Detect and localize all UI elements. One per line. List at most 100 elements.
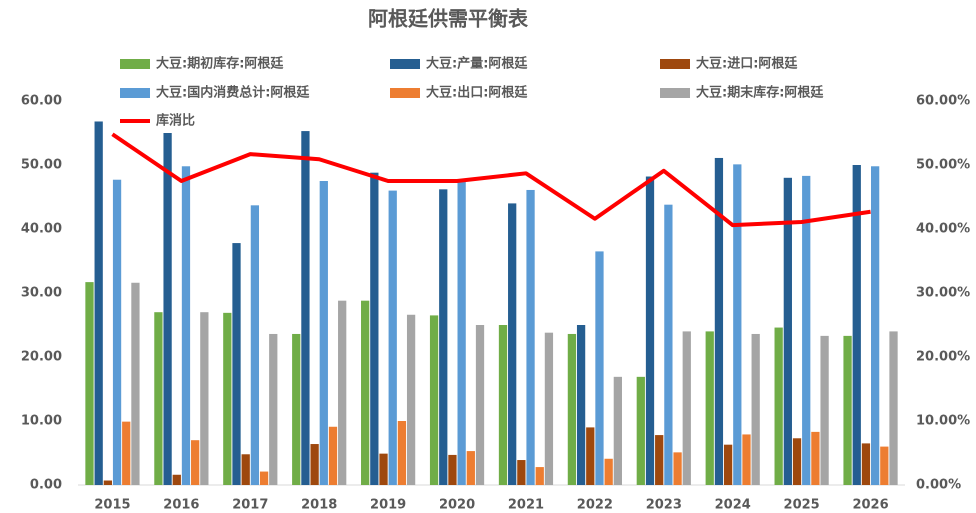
bar (792, 438, 802, 485)
bar (439, 189, 448, 485)
x-tick-label: 2025 (784, 498, 820, 513)
x-tick-label: 2017 (232, 498, 268, 513)
bar (466, 451, 475, 485)
bar (475, 325, 485, 485)
x-tick-label: 2026 (852, 498, 888, 513)
bar (774, 327, 783, 485)
legend-label: 大豆:出口:阿根廷 (426, 85, 528, 101)
bar (370, 172, 379, 485)
bar (338, 300, 347, 485)
bar (723, 444, 733, 485)
legend-swatch (120, 88, 150, 98)
bar (535, 467, 544, 485)
bar (301, 131, 310, 485)
legend-label: 大豆:期末库存:阿根廷 (696, 85, 824, 101)
bar (103, 480, 112, 485)
bar (655, 435, 664, 485)
bar (163, 133, 172, 485)
x-tick-label: 2024 (715, 498, 751, 513)
bar (259, 471, 269, 485)
bar (498, 325, 508, 485)
bar (682, 331, 691, 485)
bar (517, 460, 526, 485)
bar (880, 446, 889, 485)
chart-title: 阿根廷供需平衡表 (368, 7, 529, 31)
y-tick-label: 10.00 (21, 414, 62, 429)
legend-label: 大豆:国内消费总计:阿根廷 (156, 85, 310, 101)
legend-swatch (660, 59, 690, 69)
legend-swatch (120, 59, 150, 69)
bar (636, 376, 645, 485)
bar (742, 434, 751, 485)
legend-swatch (390, 59, 420, 69)
y-tick-label: 30.00 (21, 286, 62, 301)
bar (843, 335, 852, 485)
line-series (111, 132, 871, 228)
bar (406, 314, 416, 485)
bar (200, 312, 209, 485)
bar (232, 243, 241, 485)
bar (664, 204, 673, 485)
x-tick-label: 2016 (163, 498, 199, 513)
bar (604, 458, 613, 485)
bar (673, 452, 682, 485)
x-tick-label: 2018 (301, 498, 337, 513)
bar (783, 177, 792, 486)
y2-tick-label: 40.00% (916, 222, 970, 237)
bar (645, 176, 655, 485)
bar (861, 443, 871, 485)
bar (820, 335, 829, 485)
x-tick-label: 2022 (577, 498, 613, 513)
x-tick-label: 2015 (94, 498, 130, 513)
bar (576, 325, 586, 485)
bar (595, 251, 604, 485)
bar (429, 315, 439, 485)
bar (567, 333, 577, 485)
bar (269, 333, 278, 485)
bar (508, 203, 517, 485)
legend-label: 大豆:产量:阿根廷 (426, 56, 528, 72)
bar (94, 121, 103, 485)
legend-label: 大豆:进口:阿根廷 (696, 56, 798, 72)
bar (457, 179, 466, 485)
bar (328, 426, 338, 485)
bar (613, 376, 622, 485)
bar (241, 454, 250, 485)
x-tick-label: 2021 (508, 498, 544, 513)
bar (319, 181, 328, 485)
bar (811, 431, 820, 485)
legend-swatch (660, 88, 690, 98)
x-tick-label: 2020 (439, 498, 475, 513)
bar (191, 440, 200, 485)
y-tick-label: 50.00 (21, 158, 62, 173)
y2-tick-label: 30.00% (916, 286, 970, 301)
bar (889, 331, 898, 485)
bar (802, 175, 811, 485)
bar (112, 179, 122, 485)
legend-label: 大豆:期初库存:阿根廷 (156, 56, 284, 72)
y2-tick-label: 60.00% (916, 94, 970, 109)
bar (705, 331, 714, 485)
y-tick-label: 40.00 (21, 222, 62, 237)
bar (379, 453, 388, 485)
bar (397, 421, 407, 485)
bar (172, 474, 181, 485)
bar (181, 166, 191, 485)
y-tick-label: 60.00 (21, 94, 62, 109)
bar (714, 157, 724, 485)
bar (250, 205, 260, 485)
bar (361, 300, 370, 485)
legend-swatch (390, 88, 420, 98)
bar (131, 282, 140, 485)
y-tick-label: 0.00 (30, 478, 62, 493)
bar (388, 190, 397, 485)
bar (751, 333, 760, 485)
bar (292, 333, 301, 485)
bar (852, 165, 861, 485)
x-tick-label: 2019 (370, 498, 406, 513)
bar (871, 166, 880, 485)
bar (122, 421, 131, 485)
y2-tick-label: 0.00% (916, 478, 961, 493)
x-tick-label: 2023 (646, 498, 682, 513)
